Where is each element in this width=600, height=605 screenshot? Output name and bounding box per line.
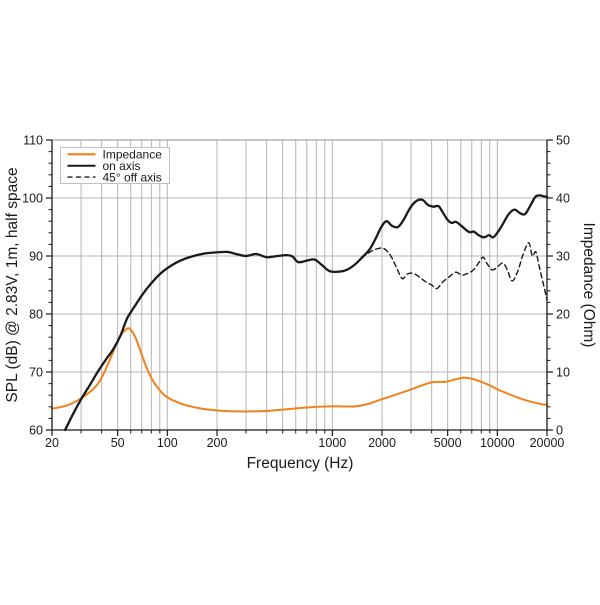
legend-label: on axis xyxy=(103,159,141,173)
x-tick-label: 1000 xyxy=(318,436,346,450)
x-tick-label: 10000 xyxy=(480,436,515,450)
plot-frame xyxy=(51,139,548,431)
y-left-tick-label: 60 xyxy=(29,423,43,437)
y-left-tick-label: 100 xyxy=(22,191,43,205)
y-right-tick-label: 0 xyxy=(556,423,563,437)
axis-tick-labels: 20 50 100 200 1000 2000 5000 10000 2000060708090… xyxy=(22,133,570,450)
x-axis-title: Frequency (Hz) xyxy=(247,455,354,472)
on-axis-curve xyxy=(63,194,549,432)
y-left-tick-label: 110 xyxy=(23,133,43,147)
x-tick-label: 50 xyxy=(111,436,125,450)
x-tick-label: 20 xyxy=(45,436,59,450)
y-left-tick-label: 90 xyxy=(29,249,43,263)
y-right-tick-label: 30 xyxy=(556,249,570,263)
y-left-tick-label: 70 xyxy=(29,365,43,379)
y-left-tick-label: 80 xyxy=(29,307,43,321)
y-axis-right-title: Impedance (Ohm) xyxy=(580,223,597,348)
impedance-curve xyxy=(51,327,548,413)
legend-label: Impedance xyxy=(103,148,163,162)
y-right-tick-label: 10 xyxy=(556,365,570,379)
y-right-tick-label: 20 xyxy=(556,307,570,321)
gridlines xyxy=(52,140,547,430)
data-series xyxy=(51,194,549,432)
axis-ticks xyxy=(46,139,553,436)
x-tick-label: 100 xyxy=(157,436,178,450)
legend-label: 45° off axis xyxy=(103,170,162,184)
x-tick-label: 200 xyxy=(207,436,228,450)
y-axis-left-title: SPL (dB) @ 2.83V, 1m, half space xyxy=(4,167,21,402)
y-right-tick-label: 50 xyxy=(556,133,570,147)
x-tick-label: 2000 xyxy=(368,436,396,450)
off-axis-curve xyxy=(360,242,548,301)
y-right-tick-label: 40 xyxy=(556,191,570,205)
x-tick-label: 5000 xyxy=(434,436,462,450)
x-tick-label: 20000 xyxy=(530,436,565,450)
